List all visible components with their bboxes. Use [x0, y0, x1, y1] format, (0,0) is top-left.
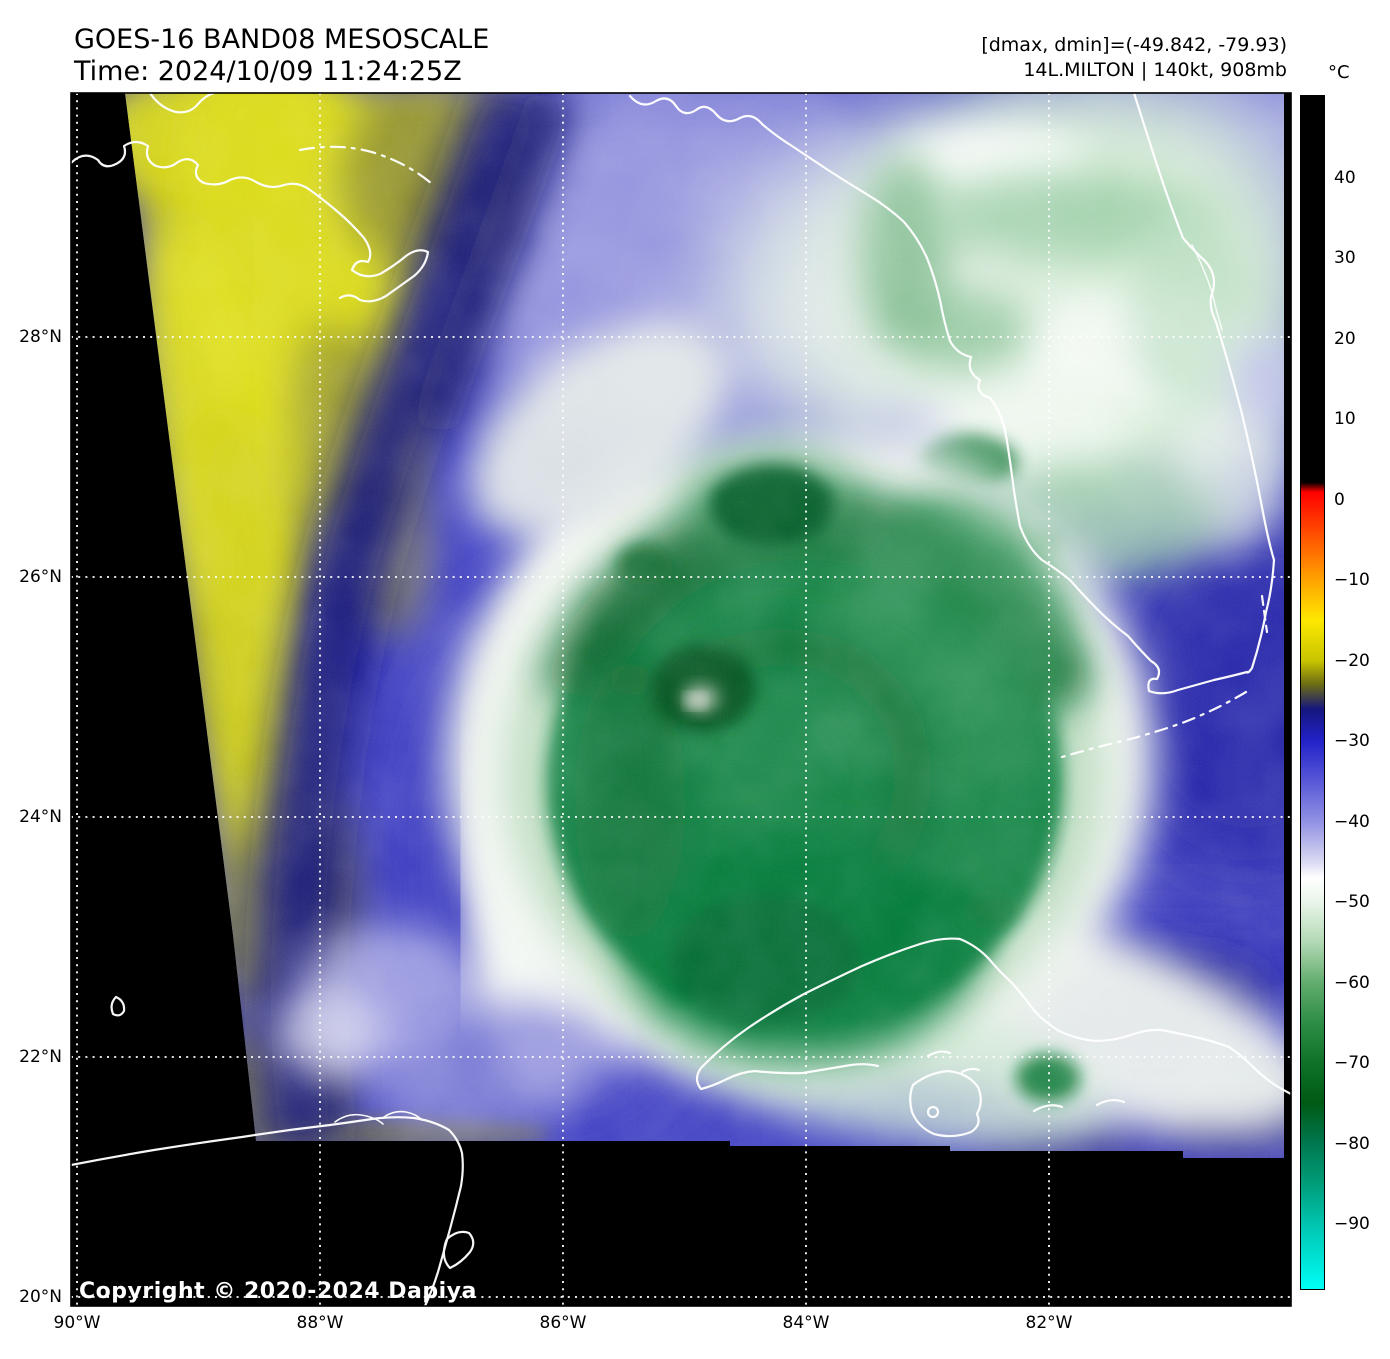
- colorbar-unit-label: °C: [1328, 62, 1350, 83]
- coastline-mississippi-sound: [148, 93, 216, 114]
- colorbar-tick-label: 0: [1334, 489, 1345, 510]
- coastline-cuba-north: [699, 937, 1291, 1096]
- coastlines: [71, 93, 1291, 1306]
- coastline-isla-juventud: [909, 1069, 982, 1138]
- imagery-data-swath: [125, 93, 1284, 1158]
- coastline-louisiana: [71, 140, 430, 303]
- colorbar-tick-label: −30: [1334, 731, 1370, 752]
- colorbar-tick-label: 10: [1334, 409, 1356, 430]
- page-title: GOES-16 BAND08 MESOSCALE: [74, 24, 490, 55]
- lon-tick-label: 88°W: [296, 1313, 344, 1333]
- lon-tick-label: 90°W: [53, 1313, 101, 1333]
- colorbar-tick-label: −90: [1334, 1214, 1370, 1234]
- colorbar-tick-label: 30: [1334, 248, 1356, 269]
- copyright-watermark: Copyright © 2020-2024 Dapiya: [79, 1279, 477, 1304]
- coastline-yucatan-lagoons: [334, 1110, 423, 1125]
- coastline-indian-river: [1191, 244, 1223, 331]
- lon-tick-label: 82°W: [1025, 1313, 1073, 1333]
- lat-tick-label: 22°N: [19, 1047, 62, 1067]
- latlon-gridlines: [71, 93, 1291, 1306]
- coastline-florida-west: [628, 94, 1249, 695]
- timestamp-line: Time: 2024/10/09 11:24:25Z: [74, 56, 462, 87]
- coastline-juventud-inlet: [926, 1105, 940, 1119]
- coastline-yucatan: [71, 1116, 464, 1306]
- lat-tick-label: 26°N: [19, 567, 62, 587]
- colorbar-tick-label: −20: [1334, 650, 1370, 671]
- axes-frame: [70, 92, 1292, 1307]
- colorbar-tick-label: −80: [1334, 1133, 1370, 1154]
- temperature-colorbar: [1300, 95, 1325, 1290]
- coastline-florida-keys: [1060, 690, 1248, 759]
- colorbar-tick-label: −10: [1334, 570, 1370, 591]
- lon-tick-label: 84°W: [782, 1313, 830, 1333]
- lat-tick-label: 24°N: [19, 807, 62, 827]
- coastline-cozumel: [442, 1230, 475, 1270]
- dmax-dmin-readout: [dmax, dmin]=(-49.842, -79.93): [981, 34, 1287, 56]
- lon-tick-label: 86°W: [539, 1313, 587, 1333]
- storm-info-readout: 14L.MILTON | 140kt, 908mb: [1023, 59, 1287, 81]
- coastline-barrier-islands: [298, 145, 434, 186]
- colorbar-tick-label: 20: [1334, 328, 1356, 349]
- coastline-east-barrier: [1260, 594, 1269, 634]
- lat-tick-label: 28°N: [19, 327, 62, 347]
- lat-tick-label: 20°N: [19, 1287, 62, 1307]
- coastline-alacranes-atoll: [110, 995, 126, 1017]
- coastline-cuba-islets: [926, 1050, 1126, 1113]
- colorbar-tick-label: 40: [1334, 167, 1356, 188]
- colorbar-tick-label: −40: [1334, 811, 1370, 832]
- coastline-cuba-west-tip: [695, 1063, 880, 1091]
- colorbar-tick-label: −50: [1334, 892, 1370, 913]
- colorbar-tick-label: −70: [1334, 1053, 1370, 1074]
- colorbar-tick-label: −60: [1334, 972, 1370, 993]
- coastline-florida-east: [1132, 93, 1276, 674]
